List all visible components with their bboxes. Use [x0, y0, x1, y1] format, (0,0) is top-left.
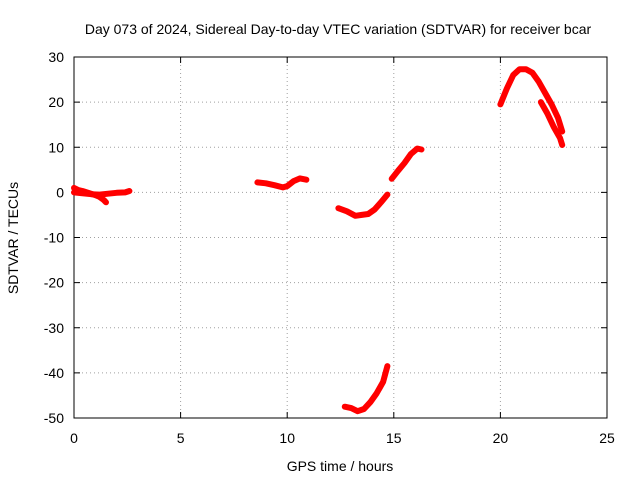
chart-title: Day 073 of 2024, Sidereal Day-to-day VTE… — [85, 21, 592, 37]
series-arc-2 — [71, 188, 133, 198]
y-tick-label: -30 — [44, 320, 64, 336]
x-tick-labels: 0 5 10 15 20 25 — [70, 430, 615, 446]
data-series — [71, 66, 566, 415]
series-arc-5 — [341, 363, 391, 415]
series-arc-7 — [497, 66, 566, 135]
y-tick-label: 0 — [56, 184, 64, 200]
y-axis-label: SDTVAR / TECUs — [5, 182, 21, 294]
y-tick-label: 30 — [48, 49, 64, 65]
series-arc-8 — [537, 99, 566, 148]
x-tick-label: 10 — [279, 430, 295, 446]
series-arc-4 — [335, 191, 391, 219]
y-tick-label: -50 — [44, 410, 64, 426]
series-arc-3 — [254, 175, 310, 191]
x-tick-label: 15 — [386, 430, 402, 446]
y-tick-label: -10 — [44, 230, 64, 246]
y-tick-label: -40 — [44, 365, 64, 381]
x-axis-label: GPS time / hours — [287, 458, 394, 474]
y-tick-labels: 30 20 10 0 -10 -20 -30 -40 -50 — [44, 49, 64, 426]
y-tick-label: -20 — [44, 275, 64, 291]
grid-lines — [74, 57, 607, 418]
plot-frame — [73, 56, 608, 419]
y-tick-label: 20 — [48, 94, 64, 110]
x-tick-label: 20 — [493, 430, 509, 446]
y-tick-label: 10 — [48, 139, 64, 155]
x-tick-label: 5 — [177, 430, 185, 446]
x-tick-label: 25 — [599, 430, 615, 446]
x-tick-label: 0 — [70, 430, 78, 446]
series-arc-6 — [388, 145, 425, 182]
